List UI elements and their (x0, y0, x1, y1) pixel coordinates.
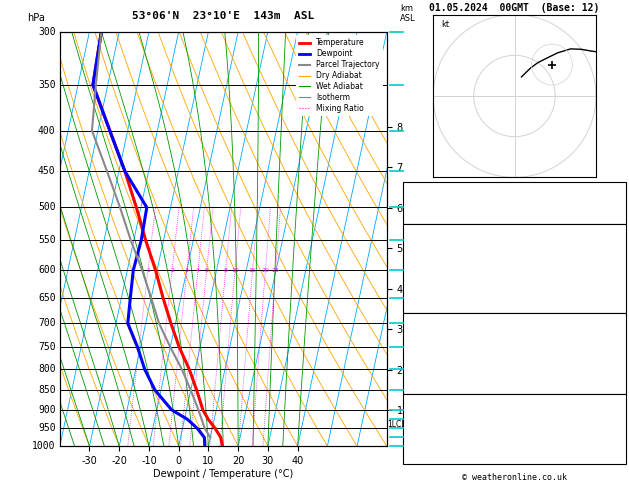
Text: 25: 25 (272, 268, 279, 273)
Text: 01.05.2024  00GMT  (Base: 12): 01.05.2024 00GMT (Base: 12) (430, 3, 599, 14)
Text: 600: 600 (38, 265, 55, 275)
Text: 300: 300 (38, 27, 55, 36)
Text: Surface: Surface (496, 227, 533, 236)
Text: θₑ(K): θₑ(K) (407, 261, 433, 271)
Text: 10: 10 (231, 268, 239, 273)
Legend: Temperature, Dewpoint, Parcel Trajectory, Dry Adiabat, Wet Adiabat, Isotherm, Mi: Temperature, Dewpoint, Parcel Trajectory… (296, 35, 383, 116)
Text: 500: 500 (38, 203, 55, 212)
Text: 450: 450 (38, 166, 55, 176)
Text: K: K (407, 185, 412, 193)
Text: 0.78: 0.78 (601, 212, 622, 221)
Text: 400: 400 (38, 126, 55, 136)
Text: CAPE (J): CAPE (J) (407, 289, 449, 298)
Text: 6: 6 (617, 353, 622, 363)
Text: StmDir: StmDir (407, 436, 438, 446)
Text: kt: kt (442, 20, 449, 29)
Text: 950: 950 (38, 423, 55, 434)
Text: Hodograph: Hodograph (491, 397, 538, 406)
Text: 75: 75 (611, 406, 622, 415)
Text: 350: 350 (38, 80, 55, 90)
Text: -40: -40 (606, 185, 622, 193)
Text: 309: 309 (606, 339, 622, 348)
Text: Totals Totals: Totals Totals (407, 198, 476, 208)
Text: 650: 650 (38, 293, 55, 303)
Text: Temp (°C): Temp (°C) (407, 235, 454, 243)
X-axis label: Dewpoint / Temperature (°C): Dewpoint / Temperature (°C) (153, 469, 293, 479)
Text: 1LCL: 1LCL (387, 420, 406, 429)
Text: km
ASL: km ASL (400, 4, 416, 23)
Text: 307: 307 (606, 261, 622, 271)
Text: 53°06'N  23°10'E  143m  ASL: 53°06'N 23°10'E 143m ASL (132, 11, 314, 21)
Text: 900: 900 (38, 405, 55, 415)
Text: 0: 0 (617, 382, 622, 391)
Text: PW (cm): PW (cm) (407, 212, 443, 221)
Text: 0: 0 (617, 289, 622, 298)
Text: CIN (J): CIN (J) (407, 302, 443, 311)
Text: SREH: SREH (407, 421, 428, 430)
Text: 800: 800 (38, 364, 55, 374)
Text: 12: 12 (611, 452, 622, 461)
Text: Lifted Index: Lifted Index (407, 353, 470, 363)
Text: 14.7: 14.7 (601, 235, 622, 243)
Text: 230°: 230° (601, 436, 622, 446)
Text: 15: 15 (248, 268, 257, 273)
Text: CIN (J): CIN (J) (407, 382, 443, 391)
Text: 20: 20 (262, 268, 269, 273)
Text: 0: 0 (617, 368, 622, 377)
Text: 1000: 1000 (32, 441, 55, 451)
Text: hPa: hPa (27, 13, 45, 23)
Text: Dewp (°C): Dewp (°C) (407, 248, 454, 257)
Text: © weatheronline.co.uk: © weatheronline.co.uk (462, 473, 567, 482)
Text: Most Unstable: Most Unstable (481, 317, 548, 326)
Text: 3: 3 (185, 268, 189, 273)
Text: 975: 975 (606, 325, 622, 334)
Text: CAPE (J): CAPE (J) (407, 368, 449, 377)
Text: 750: 750 (38, 342, 55, 352)
Text: 550: 550 (38, 235, 55, 245)
Text: StmSpd (kt): StmSpd (kt) (407, 452, 465, 461)
Text: θₑ (K): θₑ (K) (407, 339, 438, 348)
Text: 0: 0 (617, 302, 622, 311)
Text: 76: 76 (611, 421, 622, 430)
Text: 850: 850 (38, 385, 55, 395)
Text: 1: 1 (146, 268, 150, 273)
Text: 4: 4 (196, 268, 200, 273)
Text: Lifted Index: Lifted Index (407, 275, 470, 284)
Text: EH: EH (407, 406, 418, 415)
Text: Mixing Ratio (g/kg): Mixing Ratio (g/kg) (410, 199, 419, 278)
Text: 8: 8 (224, 268, 228, 273)
Text: 24: 24 (611, 198, 622, 208)
Text: 5: 5 (204, 268, 209, 273)
Text: Pressure (mb): Pressure (mb) (407, 325, 476, 334)
Text: 2: 2 (170, 268, 174, 273)
Text: 8.8: 8.8 (606, 248, 622, 257)
Text: 700: 700 (38, 318, 55, 329)
Text: 8: 8 (617, 275, 622, 284)
